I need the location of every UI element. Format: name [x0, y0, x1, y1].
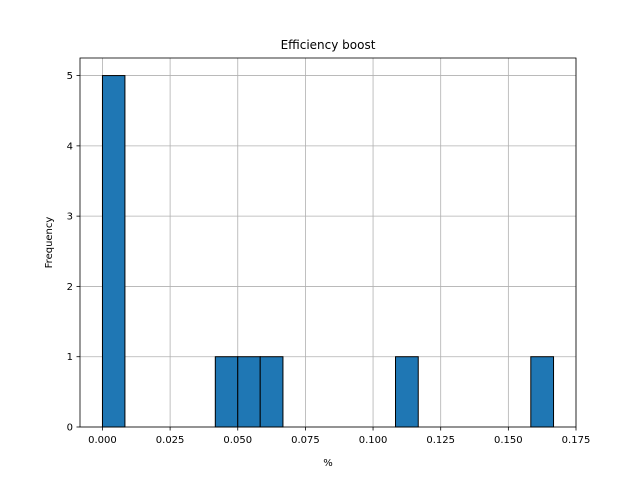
- x-tick-label: 0.000: [88, 435, 117, 446]
- histogram-bar: [214, 356, 239, 428]
- x-axis-label: %: [323, 458, 333, 469]
- x-tick-label: 0.025: [156, 435, 185, 446]
- x-tick-label: 0.175: [562, 435, 591, 446]
- x-tick-label: 0.050: [223, 435, 252, 446]
- grid-layer: [80, 58, 577, 428]
- x-tick-label: 0.100: [359, 435, 388, 446]
- y-tick-label: 1: [67, 352, 73, 363]
- histogram-bar: [395, 356, 419, 428]
- plot-area-frame: [79, 57, 577, 428]
- y-axis-label: Frequency: [44, 217, 55, 269]
- chart-title: Efficiency boost: [281, 38, 376, 52]
- histogram-bar: [101, 75, 126, 428]
- x-tick-label: 0.075: [291, 435, 320, 446]
- y-tick-label: 5: [67, 71, 73, 82]
- y-tick-label: 3: [67, 212, 73, 223]
- ticks-layer: 0.000 0.025 0.050 0.075 0.100 0.125 0.150 0.175…: [67, 71, 591, 446]
- x-tick-label: 0.150: [494, 435, 523, 446]
- x-tick-label: 0.125: [426, 435, 455, 446]
- y-tick-label: 4: [67, 141, 73, 152]
- histogram-bar: [259, 356, 284, 428]
- y-tick-label: 2: [67, 282, 73, 293]
- histogram-bar: [237, 356, 261, 428]
- y-tick-label: 0: [67, 423, 73, 434]
- histogram-bar: [530, 356, 555, 428]
